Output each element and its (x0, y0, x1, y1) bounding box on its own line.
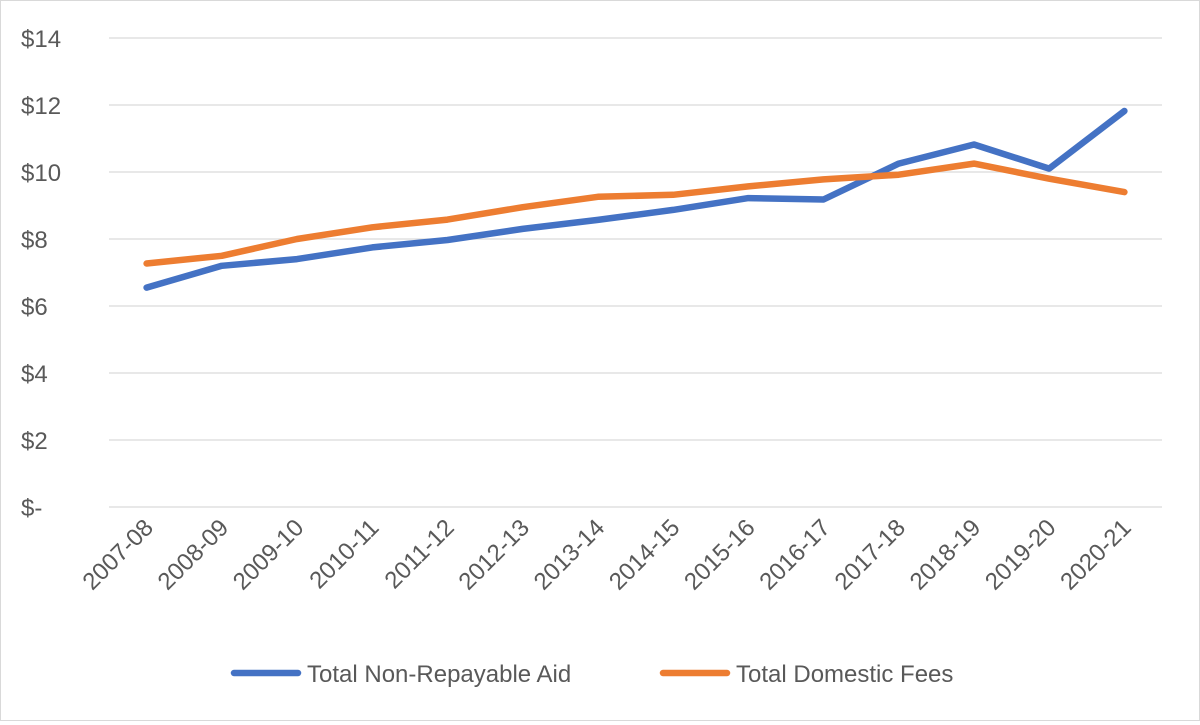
series-line-0 (143, 107, 1128, 291)
x-tick-label: 2012-13 (454, 514, 535, 595)
x-tick-label: 2014-15 (604, 514, 685, 595)
legend-label-1: Total Domestic Fees (736, 661, 953, 688)
y-axis-tick-labels: $- $2 $4 $6 $8 $10 $12 $14 (21, 26, 61, 522)
legend-label-0: Total Non-Repayable Aid (307, 661, 571, 688)
x-axis-tick-labels: 2007-082008-092009-102010-112011-122012-… (77, 514, 1136, 595)
y-tick-label: $10 (21, 160, 61, 187)
x-tick-label: 2017-18 (830, 514, 911, 595)
x-tick-label: 2019-20 (980, 514, 1061, 595)
x-tick-label: 2015-16 (679, 514, 760, 595)
y-tick-label: $14 (21, 26, 61, 53)
y-tick-label: $- (21, 495, 42, 522)
y-tick-label: $8 (21, 227, 48, 254)
legend: Total Non-Repayable Aid Total Domestic Fe… (230, 661, 953, 688)
gridlines (109, 37, 1162, 508)
y-tick-label: $2 (21, 428, 48, 455)
series-lines (143, 107, 1128, 291)
series-line-1 (143, 160, 1128, 267)
x-tick-label: 2018-19 (905, 514, 986, 595)
x-tick-label: 2011-12 (380, 514, 460, 594)
x-tick-label: 2009-10 (228, 514, 309, 595)
y-tick-label: $12 (21, 93, 61, 120)
y-tick-label: $4 (21, 361, 48, 388)
x-tick-label: 2016-17 (754, 514, 835, 595)
x-tick-label: 2020-21 (1055, 514, 1136, 595)
y-tick-label: $6 (21, 294, 48, 321)
x-tick-label: 2008-09 (153, 514, 234, 595)
x-tick-label: 2010-11 (304, 514, 384, 594)
x-tick-label: 2007-08 (77, 514, 158, 595)
x-tick-label: 2013-14 (529, 514, 610, 595)
